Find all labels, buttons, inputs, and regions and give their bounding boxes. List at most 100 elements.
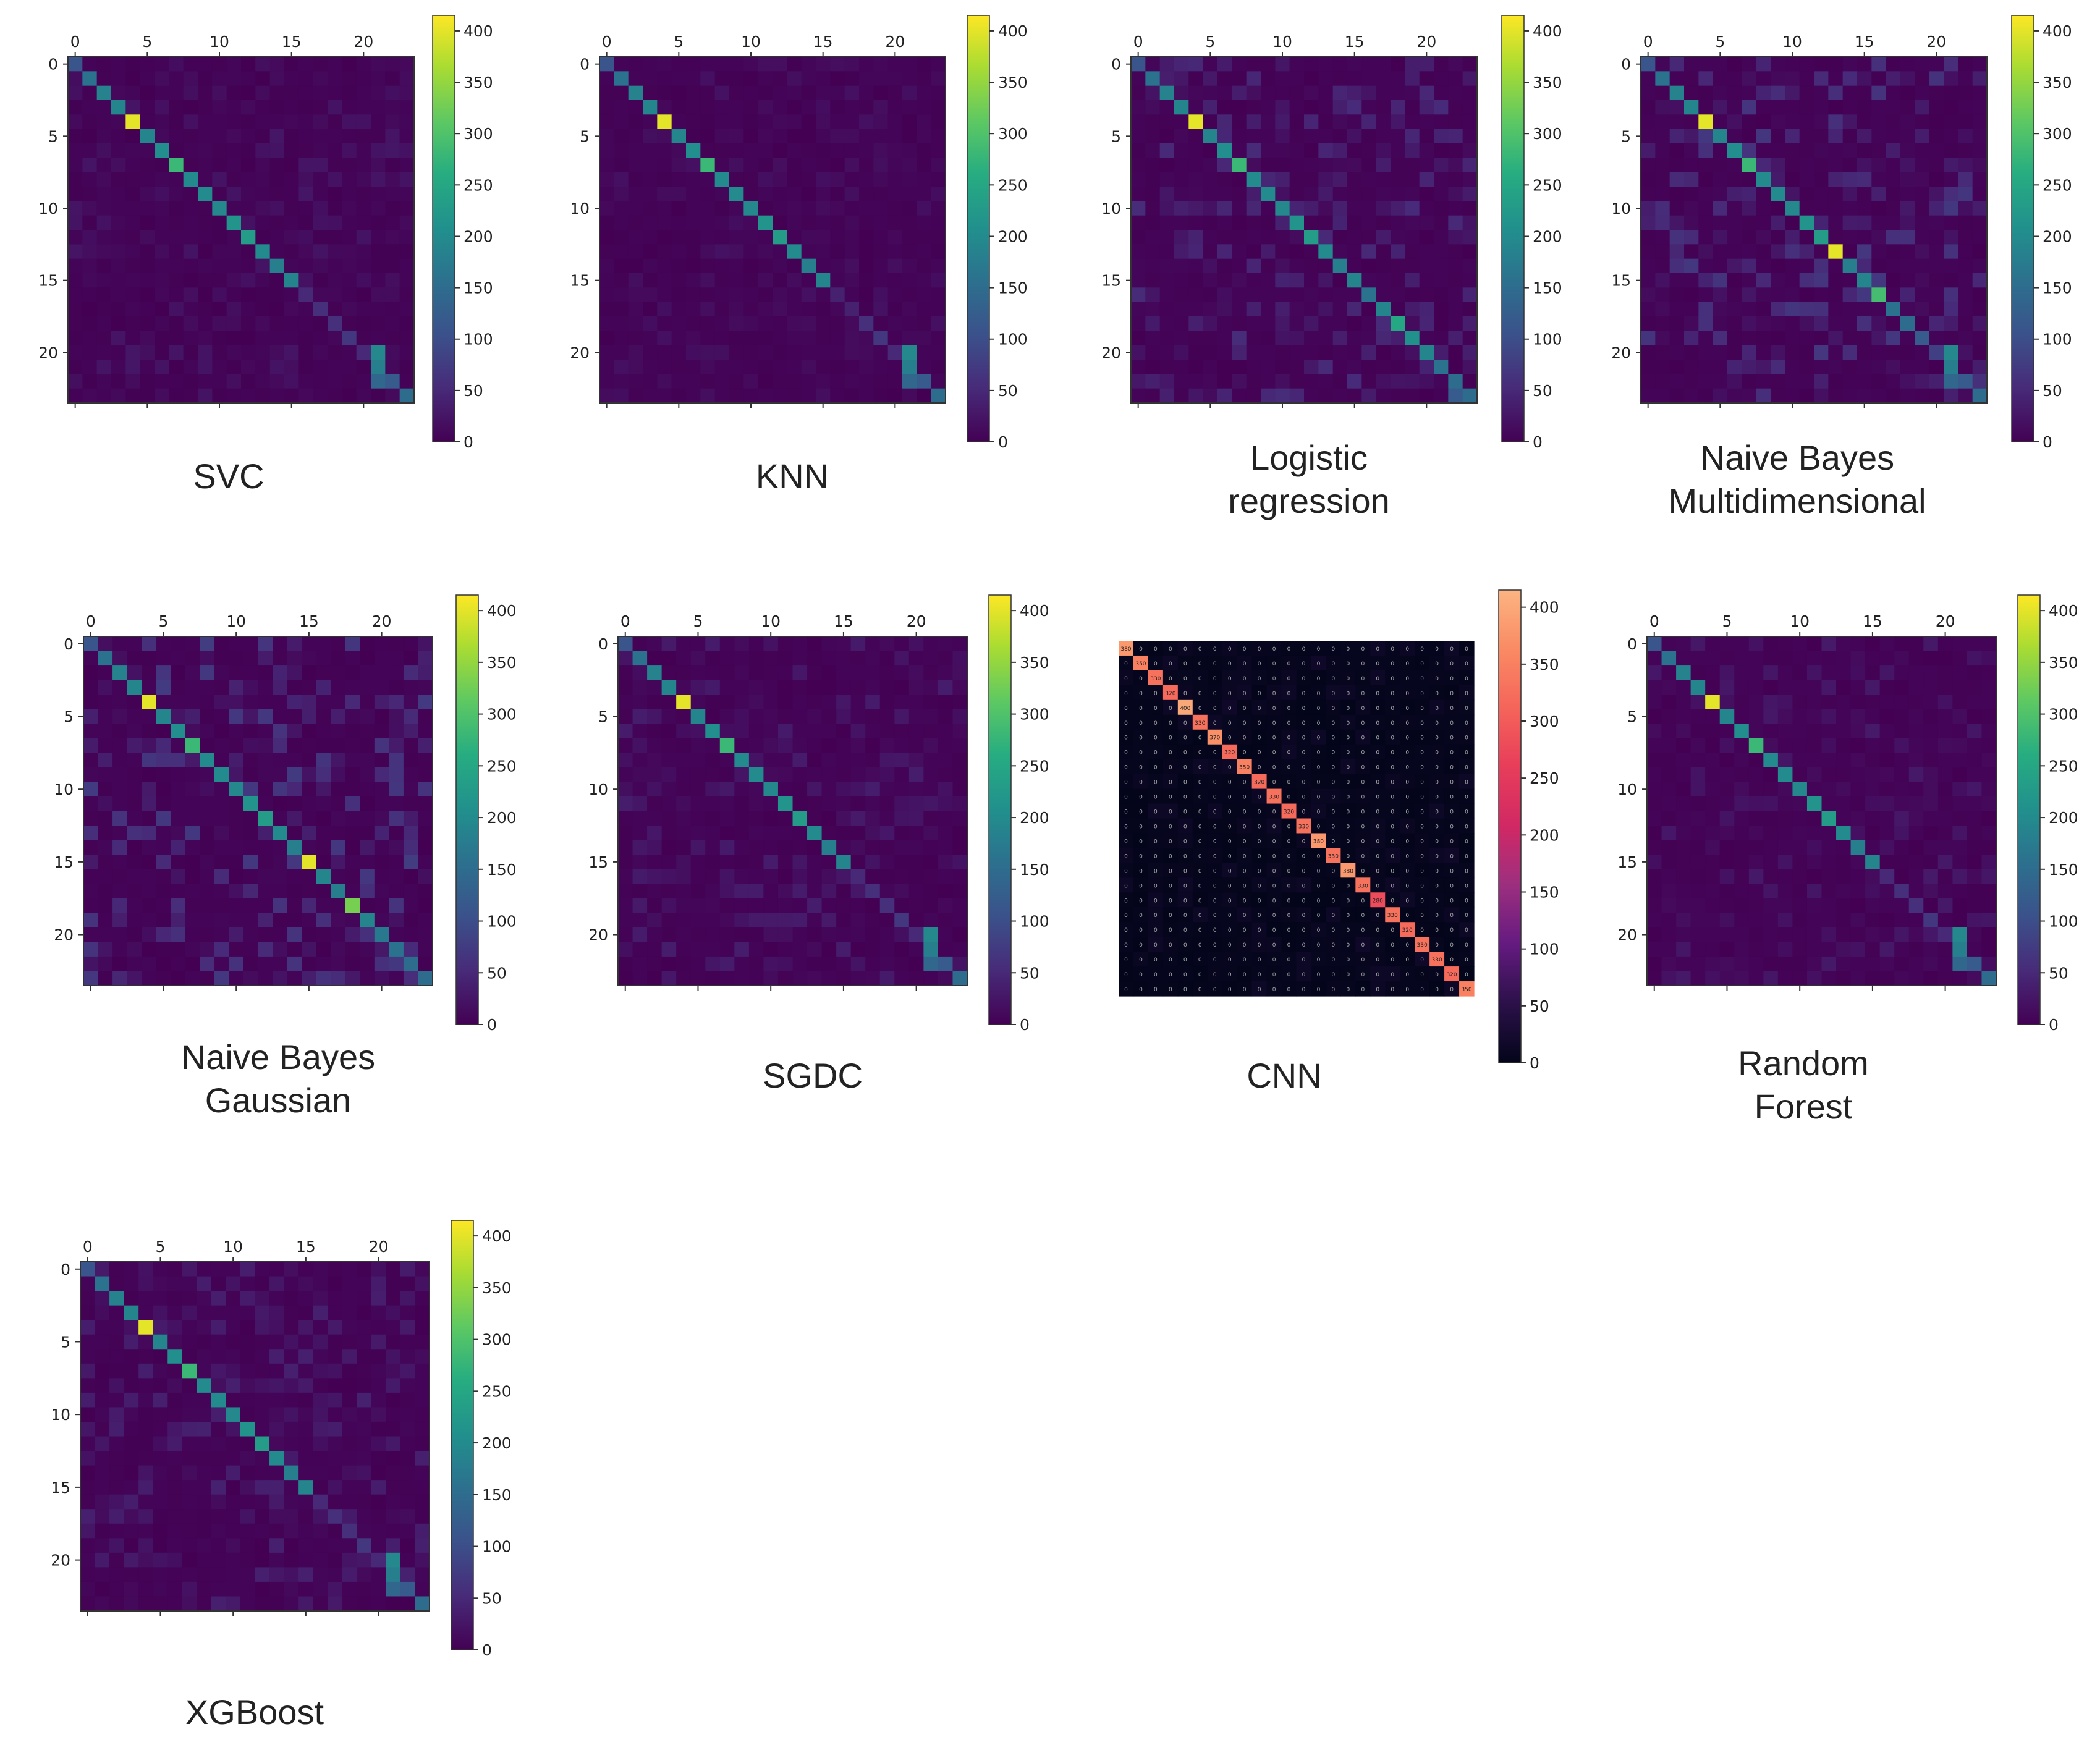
- x-tick-label: 10: [1782, 33, 1802, 51]
- cell-nb_multi-16-1: [1655, 287, 1670, 303]
- cell-logistic-0-15: [1347, 57, 1362, 72]
- cell-logistic-0-23: [1462, 57, 1478, 72]
- y-tick-label: 10: [38, 200, 58, 218]
- cell-knn-11-15: [816, 215, 831, 230]
- cell-svc-9-9: [198, 187, 213, 201]
- cell-sgdc-11-6: [705, 796, 721, 812]
- cell-sgdc-21-3: [661, 942, 677, 957]
- cell-cnn-22-16: [1355, 966, 1371, 982]
- cell-annotation-cnn-14-7: 0: [1228, 853, 1232, 860]
- cell-svc-12-0: [68, 230, 83, 245]
- cell-cnn-0-8: [1237, 641, 1253, 656]
- y-tick-label: 10: [1611, 200, 1631, 218]
- cell-logistic-7-4: [1188, 158, 1204, 173]
- cell-sgdc-21-6: [705, 942, 721, 957]
- cell-svc-11-1: [82, 215, 98, 230]
- cell-knn-2-9: [729, 85, 744, 101]
- cell-svc-0-18: [328, 57, 342, 72]
- cell-annotation-cnn-0-15: 0: [1346, 646, 1350, 653]
- cell-cnn-11-23: [1459, 803, 1475, 819]
- cell-svc-11-0: [68, 215, 83, 230]
- cell-knn-14-19: [873, 258, 889, 274]
- cell-nb_gauss-4-21: [389, 695, 404, 710]
- cell-rf-0-10: [1792, 636, 1808, 652]
- cell-svc-7-17: [313, 158, 328, 173]
- cell-svc-0-17: [313, 57, 328, 72]
- cell-knn-16-5: [671, 287, 687, 303]
- cell-sgdc-19-12: [792, 913, 808, 928]
- cell-nb_gauss-21-17: [331, 942, 346, 957]
- cell-cnn-23-5: [1192, 981, 1208, 997]
- cell-annotation-cnn-2-0: 0: [1124, 676, 1128, 682]
- cell-annotation-cnn-5-4: 0: [1183, 720, 1187, 727]
- cell-logistic-9-7: [1232, 187, 1247, 201]
- cell-cnn-6-4: [1177, 729, 1193, 745]
- cell-nb_multi-7-2: [1669, 158, 1685, 173]
- cell-svc-4-0: [68, 114, 83, 130]
- cell-sgdc-13-8: [734, 826, 750, 841]
- cell-nb_multi-1-17: [1886, 71, 1901, 87]
- cell-svc-20-5: [140, 345, 155, 360]
- cell-logistic-15-3: [1174, 273, 1189, 288]
- cell-knn-18-8: [714, 316, 730, 331]
- cell-logistic-13-21: [1434, 244, 1449, 260]
- cell-knn-22-15: [816, 374, 831, 389]
- cell-svc-10-15: [284, 201, 299, 216]
- cell-annotation-cnn-5-15: 0: [1346, 720, 1350, 727]
- cell-nb_multi-20-6: [1727, 345, 1742, 360]
- cell-nb_multi-1-15: [1857, 71, 1872, 87]
- cell-cnn-16-5: [1192, 877, 1208, 893]
- cell-knn-3-6: [686, 100, 701, 115]
- cell-svc-22-3: [111, 374, 126, 389]
- cell-cnn-15-4: [1177, 863, 1193, 878]
- cell-svc-14-19: [342, 258, 357, 274]
- cell-nb_multi-17-12: [1814, 302, 1829, 317]
- cell-cnn-11-2: [1148, 803, 1164, 819]
- cell-knn-6-23: [931, 143, 946, 158]
- cell-logistic-14-14: [1332, 258, 1348, 274]
- cell-nb_multi-20-17: [1886, 345, 1901, 360]
- cell-nb_multi-15-17: [1886, 273, 1901, 288]
- cell-nb_gauss-19-9: [214, 913, 230, 928]
- cell-annotation-cnn-22-9: 0: [1258, 972, 1261, 978]
- cell-annotation-cnn-22-2: 0: [1154, 972, 1158, 978]
- cell-cnn-14-12: [1296, 848, 1312, 863]
- cell-nb_gauss-18-7: [185, 898, 200, 913]
- cell-cnn-5-16: [1355, 714, 1371, 730]
- cell-cnn-14-13: [1311, 848, 1327, 863]
- cell-logistic-19-8: [1246, 331, 1261, 346]
- cell-nb_multi-5-14: [1842, 129, 1858, 144]
- cell-nb_gauss-9-9: [214, 767, 230, 783]
- cell-annotation-cnn-15-2: 0: [1154, 868, 1158, 874]
- cell-knn-8-2: [628, 172, 643, 187]
- cell-annotation-cnn-13-4: 0: [1183, 839, 1187, 845]
- cell-cnn-9-22: [1444, 774, 1460, 790]
- cell-cnn-18-15: [1340, 907, 1356, 923]
- cell-logistic-23-5: [1203, 388, 1218, 404]
- cell-annotation-cnn-7-23: 0: [1465, 750, 1468, 756]
- cell-logistic-15-23: [1462, 273, 1478, 288]
- cell-nb_multi-6-20: [1929, 143, 1944, 158]
- cell-knn-1-23: [931, 71, 946, 87]
- cell-svc-2-3: [111, 85, 126, 101]
- cell-cnn-20-3: [1162, 937, 1179, 952]
- cell-nb_gauss-17-20: [374, 884, 389, 899]
- cell-nb_multi-0-22: [1958, 57, 1973, 72]
- cell-cnn-10-23: [1459, 788, 1475, 805]
- cell-annotation-cnn-21-7: 0: [1228, 957, 1232, 963]
- cell-sgdc-9-8: [734, 767, 750, 783]
- cell-nb_multi-6-22: [1958, 143, 1973, 158]
- cell-sgdc-9-16: [850, 767, 866, 783]
- cell-knn-3-1: [614, 100, 629, 115]
- cell-svc-19-8: [183, 331, 198, 346]
- cell-annotation-cnn-15-9: 0: [1258, 868, 1261, 874]
- cell-svc-1-14: [269, 71, 285, 87]
- cell-annotation-cnn-1-2: 0: [1154, 661, 1158, 667]
- cell-logistic-8-2: [1159, 172, 1175, 187]
- cell-cnn-6-22: [1444, 729, 1460, 745]
- cell-knn-22-22: [917, 374, 932, 389]
- cell-logistic-17-10: [1275, 302, 1290, 317]
- cell-nb_multi-7-4: [1698, 158, 1714, 173]
- cell-cnn-19-12: [1296, 922, 1312, 937]
- cell-annotation-cnn-10-10: 330: [1269, 795, 1279, 801]
